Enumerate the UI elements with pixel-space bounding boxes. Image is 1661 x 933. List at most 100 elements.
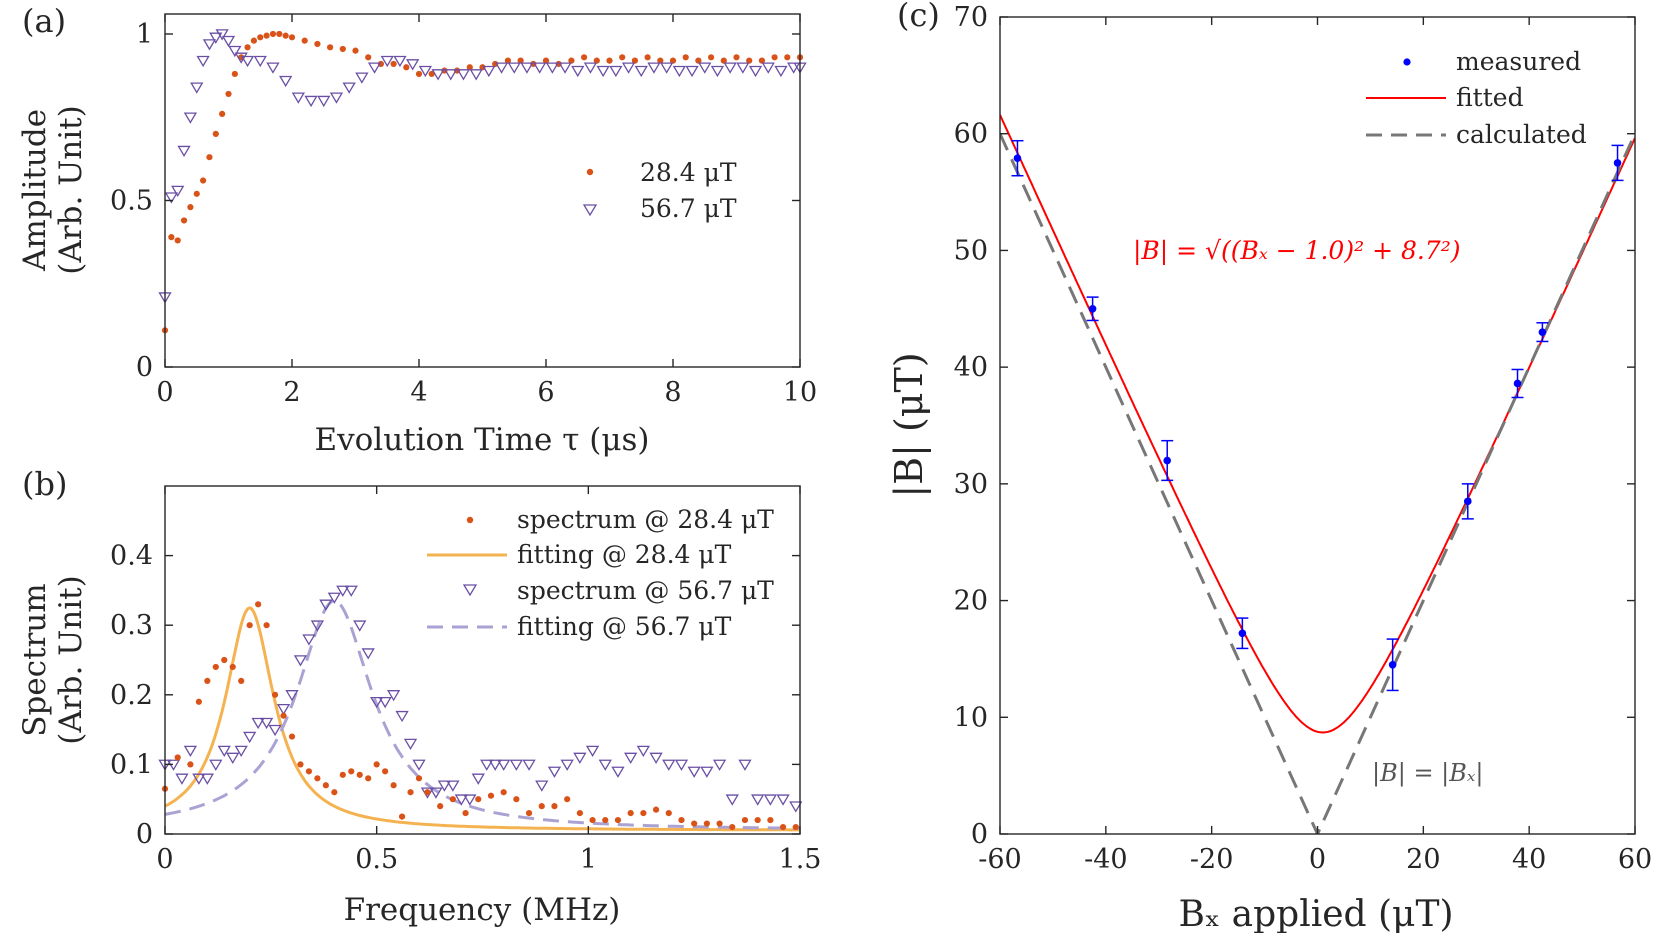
panel-b-point-spec56 bbox=[763, 794, 778, 806]
panel-b-point-spec28 bbox=[538, 803, 545, 810]
panel-b-point-spec28 bbox=[246, 622, 253, 629]
panel-a-point-56 bbox=[761, 62, 775, 74]
panel-b-point-spec28 bbox=[703, 820, 710, 827]
panel-b-point-spec56 bbox=[412, 759, 426, 771]
panel-b-point-spec56 bbox=[509, 759, 524, 771]
panel-b-point-spec56 bbox=[268, 724, 282, 737]
panel-b-point-spec28 bbox=[475, 796, 482, 803]
panel-b-point-spec28 bbox=[187, 761, 194, 768]
panel-b-legend-label-spec28: spectrum @ 28.4 μT bbox=[517, 505, 774, 534]
panel-a-point-56 bbox=[583, 62, 598, 74]
panel-c-y-tick-label: 20 bbox=[954, 586, 988, 617]
panel-b-y-axis-label-line2: (Arb. Unit) bbox=[53, 575, 89, 744]
panel-b-point-spec28 bbox=[741, 816, 749, 824]
panel-a-y-tick-label: 0.5 bbox=[110, 185, 153, 216]
panel-a-legend-label-56: 56.7 μT bbox=[640, 194, 737, 223]
panel-a-point-56 bbox=[685, 65, 699, 78]
panel-b-point-spec56 bbox=[183, 745, 198, 757]
panel-a-point-56 bbox=[221, 35, 236, 48]
panel-b-point-spec56 bbox=[192, 773, 206, 785]
panel-b-point-spec28 bbox=[174, 754, 181, 761]
panel-b-point-spec56 bbox=[378, 696, 392, 709]
panel-a-point-28 bbox=[276, 30, 283, 38]
panel-b-point-spec56 bbox=[560, 759, 574, 771]
panel-b-legend-label-fit28: fitting @ 28.4 μT bbox=[517, 540, 732, 569]
panel-a-point-56 bbox=[787, 62, 801, 74]
panel-b-point-spec56 bbox=[386, 690, 401, 702]
panel-b-point-spec28 bbox=[792, 823, 799, 831]
panel-b-point-spec28 bbox=[716, 820, 723, 827]
panel-b-point-spec28 bbox=[589, 816, 596, 824]
panel-a-point-28 bbox=[301, 37, 308, 44]
panel-b-point-spec56 bbox=[276, 703, 291, 716]
panel-b-point-spec56 bbox=[251, 717, 265, 730]
panel-a-point-28 bbox=[180, 217, 188, 224]
panel-b-point-spec28 bbox=[678, 816, 685, 824]
panel-a-point-56 bbox=[317, 95, 331, 108]
panel-a-point-56 bbox=[380, 55, 394, 68]
panel-b-point-spec56 bbox=[217, 745, 231, 757]
panel-c-measured-point bbox=[1013, 154, 1022, 163]
panel-a-point-56 bbox=[234, 52, 248, 64]
panel-c-measured-point bbox=[1388, 660, 1397, 669]
panel-a-point-56 bbox=[571, 65, 585, 78]
panel-a-point-28 bbox=[225, 90, 232, 98]
panel-a-point-28 bbox=[746, 57, 753, 64]
panel-b-legend-marker-spec28 bbox=[466, 516, 474, 524]
panel-b-point-spec28 bbox=[767, 816, 774, 824]
panel-c-y-tick-label: 30 bbox=[954, 469, 988, 500]
panel-c-x-tick-label: 60 bbox=[1618, 844, 1652, 875]
panel-b-x-tick-label: 0 bbox=[156, 844, 173, 875]
panel-a-y-tick-label: 1 bbox=[136, 19, 153, 50]
panel-b-point-spec56 bbox=[234, 745, 248, 757]
panel-a-point-28 bbox=[263, 32, 270, 39]
panel-b-point-spec56 bbox=[302, 634, 316, 646]
panel-a-point-56 bbox=[304, 95, 318, 108]
panel-b-point-spec28 bbox=[500, 789, 507, 796]
panel-b-point-spec56 bbox=[336, 585, 350, 597]
panel-c-measured-point bbox=[1088, 304, 1097, 313]
panel-b-point-spec28 bbox=[238, 677, 245, 684]
panel-a-point-56 bbox=[444, 69, 458, 81]
panel-b-point-spec56 bbox=[437, 780, 452, 792]
panel-a-point-28 bbox=[733, 54, 740, 61]
panel-a-point-28 bbox=[288, 34, 296, 41]
panel-a-point-56 bbox=[634, 65, 648, 78]
panel-b-point-spec28 bbox=[487, 792, 495, 799]
panel-c-measured-point bbox=[1463, 497, 1472, 506]
panel-b-point-spec28 bbox=[382, 768, 389, 775]
panel-b-point-spec28 bbox=[614, 816, 622, 824]
panel-b-point-spec28 bbox=[365, 775, 372, 782]
panel-b-point-spec56 bbox=[488, 759, 502, 771]
panel-b-label: (b) bbox=[22, 465, 67, 503]
panel-b-point-spec28 bbox=[665, 810, 672, 817]
panel-a-point-56 bbox=[596, 65, 610, 78]
panel-a-point-28 bbox=[219, 110, 226, 118]
panel-a-point-28 bbox=[631, 57, 639, 64]
panel-a-x-tick-label: 2 bbox=[283, 377, 300, 408]
panel-b-point-spec28 bbox=[551, 803, 558, 810]
panel-b-point-spec56 bbox=[243, 731, 257, 744]
panel-a-point-28 bbox=[428, 70, 435, 78]
panel-b-point-spec28 bbox=[640, 810, 647, 817]
panel-b-chart: (b) 0 0.5 1 1.5 0 0.1 0.2 0.3 0.4 Frequency (MHz… bbox=[17, 465, 821, 928]
panel-b-point-spec28 bbox=[271, 691, 279, 698]
panel-a-point-56 bbox=[202, 39, 217, 51]
panel-a-point-28 bbox=[187, 204, 194, 211]
panel-a-point-28 bbox=[504, 57, 511, 64]
panel-b-point-spec28 bbox=[602, 816, 609, 824]
panel-a-legend-label-28: 28.4 μT bbox=[640, 158, 737, 187]
panel-a-point-28 bbox=[231, 70, 238, 78]
panel-a-point-56 bbox=[774, 65, 788, 78]
panel-a-point-28 bbox=[466, 64, 473, 71]
panel-a-point-56 bbox=[177, 145, 191, 158]
panel-a-point-56 bbox=[215, 29, 229, 41]
panel-b-point-spec56 bbox=[725, 794, 739, 806]
panel-a-axes-box bbox=[164, 13, 801, 368]
panel-b-point-spec28 bbox=[229, 663, 236, 671]
panel-c-legend-marker-measured bbox=[1403, 58, 1411, 66]
panel-b-axes-box bbox=[164, 485, 801, 835]
panel-a-point-28 bbox=[695, 57, 702, 64]
panel-b-point-spec56 bbox=[454, 794, 468, 806]
panel-c-chart: (c) -60 -40 -20 0 20 40 60 0 10 20 30 40 50 60 70 Bₓ a… bbox=[887, 0, 1652, 933]
